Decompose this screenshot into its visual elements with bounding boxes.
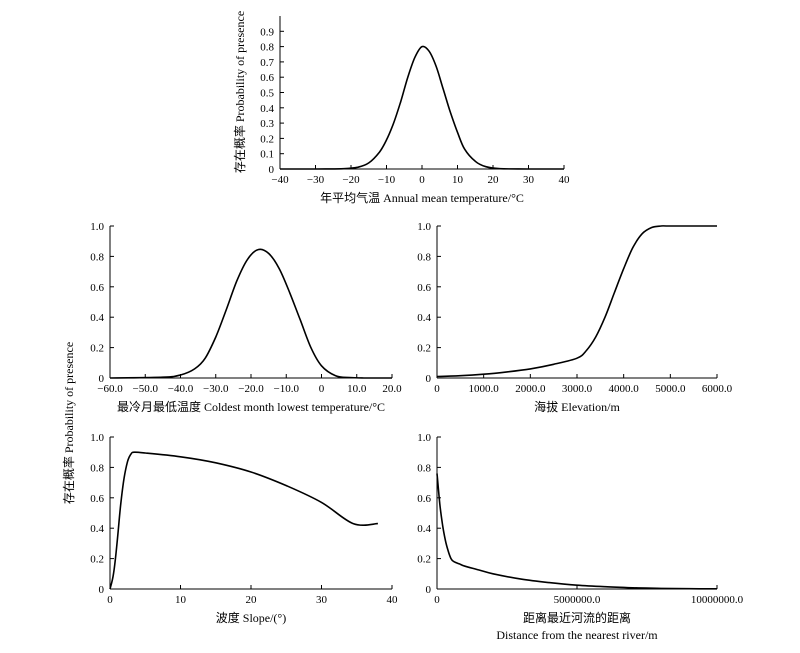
x-tick-label: 0: [419, 174, 425, 186]
chart-panel-3: 0 0.2 0.4 0.6 0.8 1.0 0 1000.0 2000.0 3000.0 4000.…: [417, 221, 732, 414]
x-axis-label: 距离最近河流的距离: [523, 610, 631, 625]
y-tick-label: 1.0: [90, 221, 104, 233]
y-tick-label: 0.9: [260, 26, 274, 38]
y-tick-label: 0: [426, 584, 432, 596]
y-tick-label: 0.6: [90, 493, 104, 505]
y-tick-label: 0.4: [260, 103, 274, 115]
y-tick-label: 0.6: [417, 282, 431, 294]
x-tick-label: −10: [378, 174, 396, 186]
chart-panel-1: 0 0.1 0.2 0.3 0.4 0.5 0.6 0.7 0.8 0.9 −40 −30 −20 −10…: [232, 11, 570, 205]
x-axis-label-line2: Distance from the nearest river/m: [496, 628, 658, 642]
x-axis-label: 海拔 Elevation/m: [534, 399, 620, 414]
x-tick-label: 10.0: [347, 383, 367, 395]
x-tick-label: 0: [107, 594, 113, 606]
x-tick-label: −30: [307, 174, 325, 186]
y-tick-label: 0: [99, 373, 105, 385]
y-tick-label: 0.2: [90, 554, 104, 566]
response-curve: [436, 473, 718, 590]
x-tick-label: 2000.0: [515, 383, 546, 395]
x-tick-label: 0: [434, 383, 440, 395]
x-tick-label: 3000.0: [562, 383, 593, 395]
x-tick-label: −40.0: [168, 383, 194, 395]
x-tick-label: 5000.0: [655, 383, 686, 395]
x-tick-label: 40: [559, 174, 571, 186]
x-tick-label: 10: [452, 174, 464, 186]
y-tick-label: 1.0: [90, 432, 104, 444]
y-tick-label: 0.2: [417, 554, 431, 566]
y-tick-label: 0: [269, 164, 275, 176]
y-tick-label: 1.0: [417, 432, 431, 444]
x-tick-label: 30: [523, 174, 535, 186]
response-curve: [109, 248, 392, 379]
x-tick-label: 20.0: [382, 383, 402, 395]
x-tick-label: 10000000.0: [691, 594, 744, 606]
x-tick-label: 20: [246, 594, 258, 606]
y-axis-label: 存在概率 Probability of presence: [61, 342, 76, 504]
x-axis-label: 波度 Slope/(°): [216, 610, 286, 625]
y-tick-label: 0.4: [90, 523, 104, 535]
x-tick-label: −20.0: [238, 383, 264, 395]
y-tick-label: 0.8: [417, 251, 431, 263]
x-tick-label: 5000000.0: [554, 594, 601, 606]
y-tick-label: 0.8: [260, 42, 274, 54]
x-tick-label: 40: [387, 594, 399, 606]
y-tick-label: 0.1: [260, 149, 274, 161]
x-tick-label: 4000.0: [609, 383, 640, 395]
x-tick-label: −20: [342, 174, 360, 186]
response-curve: [279, 45, 564, 170]
x-tick-label: −10.0: [274, 383, 300, 395]
chart-panel-5: 0 0.2 0.4 0.6 0.8 1.0 0 5000000.0 10000000.0 距离最近…: [417, 432, 743, 642]
y-tick-label: 0.8: [90, 462, 104, 474]
y-tick-label: 0.2: [90, 343, 104, 355]
x-tick-label: −60.0: [97, 383, 123, 395]
y-tick-label: 0: [99, 584, 105, 596]
y-tick-label: 0.5: [260, 88, 274, 100]
x-tick-label: −50.0: [133, 383, 159, 395]
y-tick-label: 0.7: [260, 57, 274, 69]
x-tick-label: −40: [271, 174, 289, 186]
x-tick-label: −30.0: [203, 383, 229, 395]
x-tick-label: 10: [175, 594, 187, 606]
x-tick-label: 1000.0: [469, 383, 500, 395]
x-tick-label: 0: [319, 383, 325, 395]
y-tick-label: 0.3: [260, 118, 274, 130]
y-tick-label: 0.4: [417, 523, 431, 535]
x-axis-label: 年平均气温 Annual mean temperature/°C: [320, 190, 524, 205]
response-curve: [109, 451, 378, 590]
y-axis-label: 存在概率 Probability of presence: [232, 11, 247, 173]
response-curve: [436, 225, 717, 378]
x-tick-label: 20: [488, 174, 500, 186]
x-tick-label: 0: [434, 594, 440, 606]
y-tick-label: 0.2: [260, 133, 274, 145]
x-tick-label: 6000.0: [702, 383, 733, 395]
chart-panel-2: 0 0.2 0.4 0.6 0.8 1.0 −60.0 −50.0 −40.0 −30.0 −20.…: [90, 221, 402, 414]
y-tick-label: 0.8: [90, 251, 104, 263]
y-tick-label: 0.2: [417, 343, 431, 355]
y-tick-label: 0.6: [260, 72, 274, 84]
y-tick-label: 0.8: [417, 462, 431, 474]
y-tick-label: 0.4: [90, 312, 104, 324]
x-axis-label: 最冷月最低温度 Coldest month lowest temperature…: [117, 399, 385, 414]
y-tick-label: 0: [426, 373, 432, 385]
x-tick-label: 30: [316, 594, 328, 606]
chart-panel-4: 0 0.2 0.4 0.6 0.8 1.0 0 10 20 30 40 波度 Slope/(°) 存在概…: [61, 342, 398, 625]
y-tick-label: 0.6: [90, 282, 104, 294]
y-tick-label: 0.6: [417, 493, 431, 505]
y-tick-label: 1.0: [417, 221, 431, 233]
y-tick-label: 0.4: [417, 312, 431, 324]
